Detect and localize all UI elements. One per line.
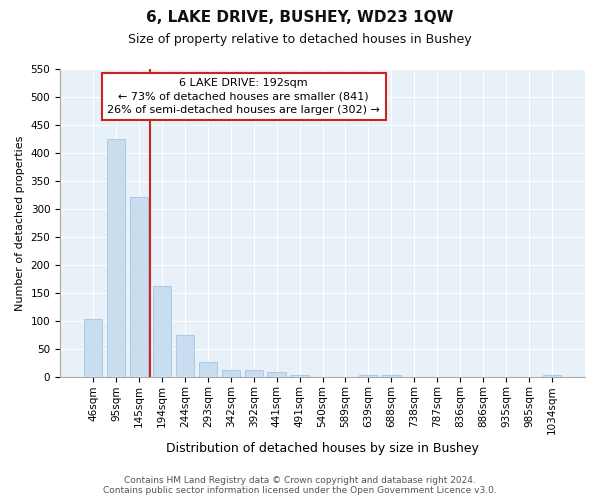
Bar	[268, 372, 286, 378]
Bar	[130, 197, 148, 378]
Text: 6 LAKE DRIVE: 192sqm
← 73% of detached houses are smaller (841)
26% of semi-deta: 6 LAKE DRIVE: 192sqm ← 73% of detached h…	[107, 78, 380, 114]
Bar	[176, 336, 194, 378]
Text: Contains HM Land Registry data © Crown copyright and database right 2024.
Contai: Contains HM Land Registry data © Crown c…	[103, 476, 497, 495]
Bar	[84, 319, 102, 378]
Text: 6, LAKE DRIVE, BUSHEY, WD23 1QW: 6, LAKE DRIVE, BUSHEY, WD23 1QW	[146, 10, 454, 25]
Bar	[359, 374, 377, 378]
Bar	[543, 374, 561, 378]
Bar	[107, 139, 125, 378]
Bar	[199, 362, 217, 378]
Bar	[290, 374, 309, 378]
Bar	[153, 286, 171, 378]
Y-axis label: Number of detached properties: Number of detached properties	[15, 136, 25, 311]
Bar	[382, 374, 401, 378]
X-axis label: Distribution of detached houses by size in Bushey: Distribution of detached houses by size …	[166, 442, 479, 455]
Text: Size of property relative to detached houses in Bushey: Size of property relative to detached ho…	[128, 32, 472, 46]
Bar	[245, 370, 263, 378]
Bar	[221, 370, 240, 378]
